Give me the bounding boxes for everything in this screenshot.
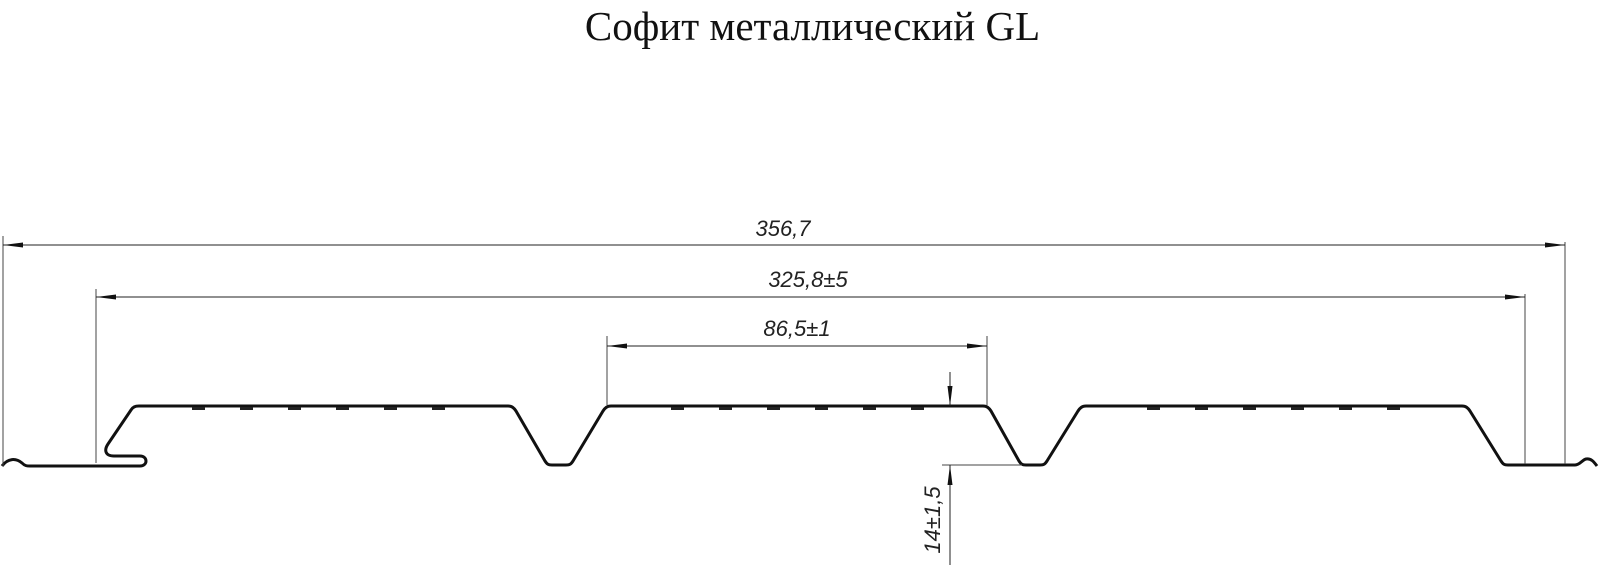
perforation-tab bbox=[288, 407, 301, 410]
perforation-tab bbox=[767, 407, 780, 410]
drawing-title: Софит металлический GL bbox=[584, 3, 1041, 49]
dim-label-total-width: 356,7 bbox=[755, 216, 811, 241]
perforation-tab bbox=[432, 407, 445, 410]
dim-label-profile-height: 14±1,5 bbox=[920, 486, 945, 554]
perforation-tab bbox=[911, 407, 924, 410]
perforation-tab bbox=[815, 407, 828, 410]
profile-outline bbox=[0, 404, 1599, 468]
perforation-tab bbox=[1195, 407, 1208, 410]
perforation-tab bbox=[1339, 407, 1352, 410]
perforation-tab bbox=[671, 407, 684, 410]
perforation-tab bbox=[1291, 407, 1304, 410]
perforation-tab bbox=[1147, 407, 1160, 410]
perforation-tab bbox=[336, 407, 349, 410]
perforation-tab bbox=[719, 407, 732, 410]
perforation-tab bbox=[1243, 407, 1256, 410]
perforation-tab bbox=[240, 407, 253, 410]
dim-label-working-width: 325,8±5 bbox=[768, 267, 848, 292]
perforation-tab bbox=[1387, 407, 1400, 410]
perforation-tab bbox=[384, 407, 397, 410]
perforation-tab bbox=[192, 407, 205, 410]
perforation-tabs bbox=[192, 407, 1400, 410]
dim-label-rib-pitch: 86,5±1 bbox=[763, 316, 830, 341]
perforation-tab bbox=[863, 407, 876, 410]
